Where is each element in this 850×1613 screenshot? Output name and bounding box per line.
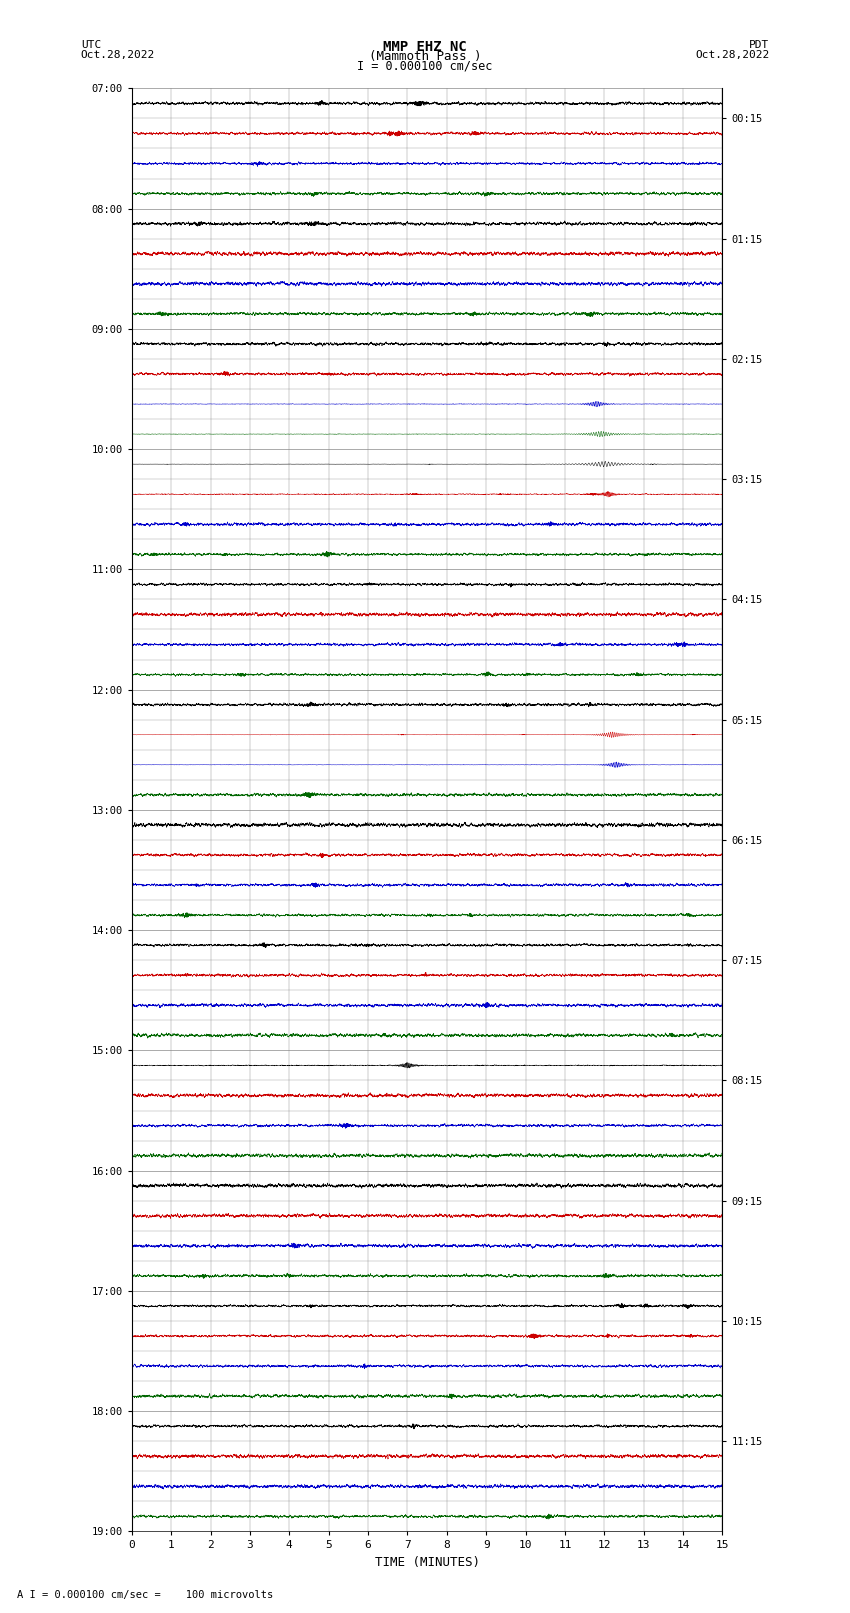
X-axis label: TIME (MINUTES): TIME (MINUTES)	[375, 1557, 479, 1569]
Text: UTC: UTC	[81, 40, 101, 50]
Text: (Mammoth Pass ): (Mammoth Pass )	[369, 50, 481, 63]
Text: MMP EHZ NC: MMP EHZ NC	[383, 40, 467, 55]
Text: PDT: PDT	[749, 40, 769, 50]
Text: A I = 0.000100 cm/sec =    100 microvolts: A I = 0.000100 cm/sec = 100 microvolts	[17, 1590, 273, 1600]
Text: Oct.28,2022: Oct.28,2022	[695, 50, 769, 60]
Text: Oct.28,2022: Oct.28,2022	[81, 50, 155, 60]
Text: I = 0.000100 cm/sec: I = 0.000100 cm/sec	[357, 60, 493, 73]
